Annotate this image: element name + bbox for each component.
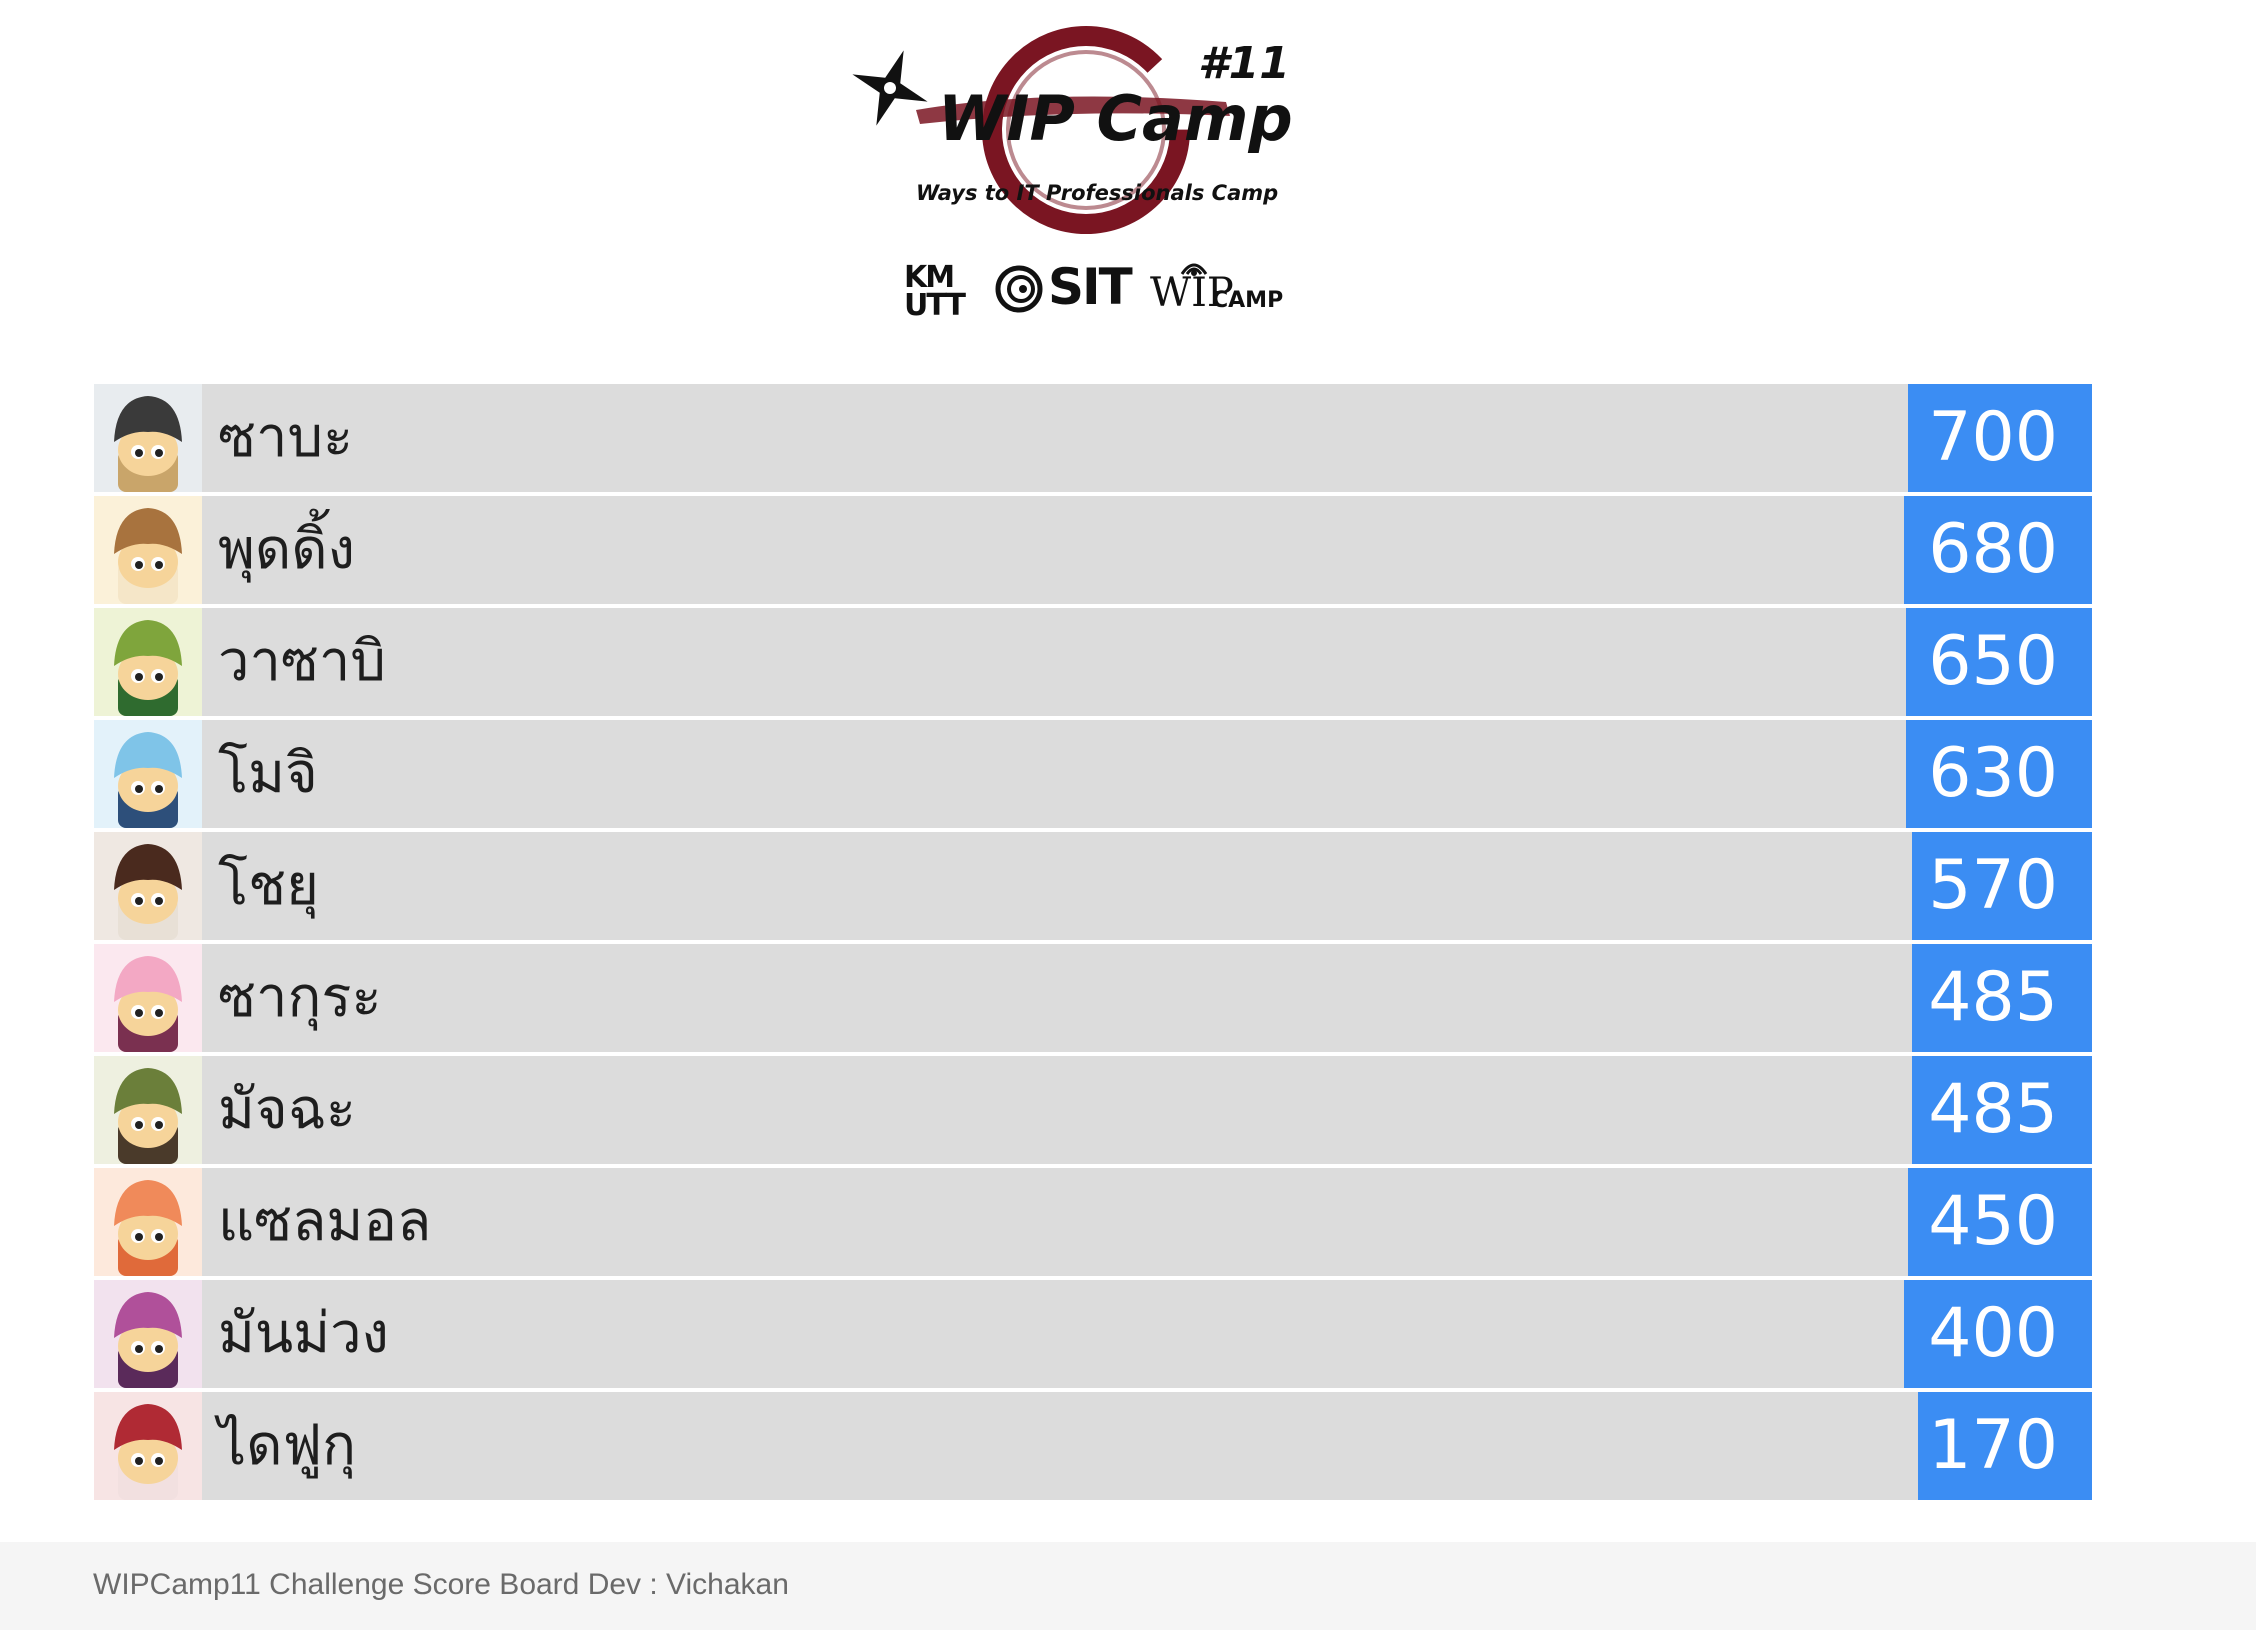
team-row: ซากุระ 485 <box>94 944 2092 1052</box>
team-row: โมจิ 630 <box>94 720 2092 828</box>
team-score: 170 <box>1918 1392 2092 1500</box>
team-score: 630 <box>1906 720 2092 828</box>
team-score: 680 <box>1904 496 2092 604</box>
team-name: วาซาบิ <box>218 629 386 694</box>
sit-logo: SIT <box>994 256 1134 322</box>
wip-camp-small-logo: WIP CAMP <box>1150 256 1290 322</box>
team-row: แซลมอล 450 <box>94 1168 2092 1276</box>
team-score: 570 <box>1912 832 2092 940</box>
team-name: โมจิ <box>218 741 318 806</box>
team-score: 650 <box>1906 608 2092 716</box>
team-row: ไดฟูกุ 170 <box>94 1392 2092 1500</box>
wasabi-avatar-icon <box>94 608 202 716</box>
header: WIP Camp #11 Ways to IT Professionals Ca… <box>0 0 2256 340</box>
kmutt-logo: KM UTT <box>904 256 974 322</box>
team-name: แซลมอล <box>218 1189 432 1254</box>
matcha-avatar-icon <box>94 1056 202 1164</box>
team-name: มัจฉะ <box>218 1077 356 1142</box>
daifuku-avatar-icon <box>94 1392 202 1500</box>
shoyu-avatar-icon <box>94 832 202 940</box>
shuriken-icon <box>852 50 928 126</box>
team-name: ไดฟูกุ <box>218 1413 357 1478</box>
footer-credit: WIPCamp11 Challenge Score Board Dev : Vi… <box>93 1568 789 1601</box>
team-name: โชยุ <box>218 853 319 918</box>
broadcast-icon <box>1180 263 1208 276</box>
team-row: พุดดิ้ง 680 <box>94 496 2092 604</box>
logo-graphic: WIP Camp #11 Ways to IT Professionals Ca… <box>852 26 1293 234</box>
team-row: โชยุ 570 <box>94 832 2092 940</box>
team-name: มันม่วง <box>218 1301 389 1366</box>
team-row: มัจฉะ 485 <box>94 1056 2092 1164</box>
sit-swirl-icon <box>995 265 1043 313</box>
pudding-avatar-icon <box>94 496 202 604</box>
wip-text: WIP <box>1150 270 1234 316</box>
team-score: 485 <box>1912 1056 2092 1164</box>
team-score: 400 <box>1904 1280 2092 1388</box>
team-score: 700 <box>1908 384 2092 492</box>
salmon-avatar-icon <box>94 1168 202 1276</box>
purple-yam-avatar-icon <box>94 1280 202 1388</box>
camp-text: CAMP <box>1212 288 1284 313</box>
logo-number: #11 <box>1198 38 1290 89</box>
sit-text: SIT <box>1048 258 1133 316</box>
sakura-avatar-icon <box>94 944 202 1052</box>
team-row: วาซาบิ 650 <box>94 608 2092 716</box>
logo-tagline: Ways to IT Professionals Camp <box>916 181 1278 205</box>
team-row: ซาบะ 700 <box>94 384 2092 492</box>
kmutt-bottom-text: UTT <box>904 288 966 323</box>
team-score: 450 <box>1908 1168 2092 1276</box>
kmutt-top-text: KM <box>904 260 955 295</box>
brush-ring-icon <box>982 26 1190 234</box>
partner-logos: KM UTT SIT WIP CAMP <box>904 256 1284 322</box>
wip-camp-logo: WIP Camp #11 Ways to IT Professionals Ca… <box>846 18 1316 250</box>
footer: WIPCamp11 Challenge Score Board Dev : Vi… <box>0 1542 2256 1630</box>
mochi-avatar-icon <box>94 720 202 828</box>
team-row: มันม่วง 400 <box>94 1280 2092 1388</box>
score-board: ซาบะ 700 พุดดิ้ง 680 วาซาบิ 650 โมจิ 630 โชยุ 570… <box>94 384 2092 1504</box>
team-score: 485 <box>1912 944 2092 1052</box>
team-name: ซาบะ <box>218 405 354 470</box>
saba-avatar-icon <box>94 384 202 492</box>
team-name: พุดดิ้ง <box>218 517 355 582</box>
logo-text: WIP Camp <box>938 82 1293 155</box>
team-name: ซากุระ <box>218 965 382 1030</box>
